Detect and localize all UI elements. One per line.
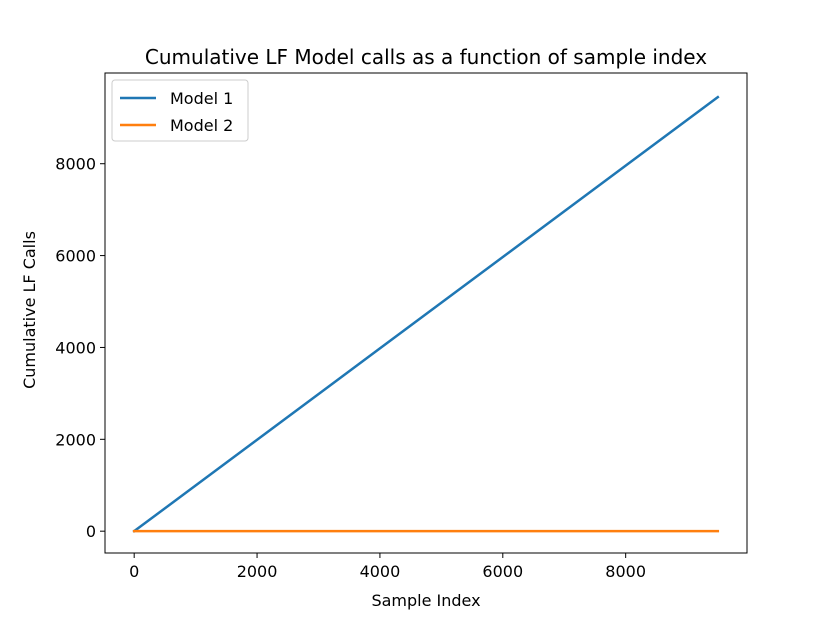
series-line-model-1 [132, 95, 720, 533]
plot-frame [104, 72, 748, 554]
legend: Model 1 Model 2 [111, 79, 249, 142]
y-tick-label: 6000 [55, 247, 96, 266]
legend-label-model-2: Model 2 [170, 116, 233, 135]
y-tick-label: 2000 [55, 430, 96, 449]
x-axis: 0 2000 4000 6000 8000 [129, 553, 646, 581]
x-tick-label: 8000 [605, 562, 646, 581]
series-layer [132, 95, 720, 533]
y-tick-label: 4000 [55, 338, 96, 357]
y-axis: 0 2000 4000 6000 8000 [55, 155, 105, 541]
x-tick-label: 0 [129, 562, 139, 581]
x-axis-label: Sample Index [371, 591, 480, 610]
x-tick-label: 2000 [237, 562, 278, 581]
y-axis-label: Cumulative LF Calls [20, 231, 39, 389]
y-tick-label: 8000 [55, 155, 96, 174]
y-tick-label: 0 [86, 522, 96, 541]
legend-label-model-1: Model 1 [170, 89, 233, 108]
x-tick-label: 6000 [482, 562, 523, 581]
chart-title: Cumulative LF Model calls as a function … [145, 45, 707, 69]
x-tick-label: 4000 [360, 562, 401, 581]
